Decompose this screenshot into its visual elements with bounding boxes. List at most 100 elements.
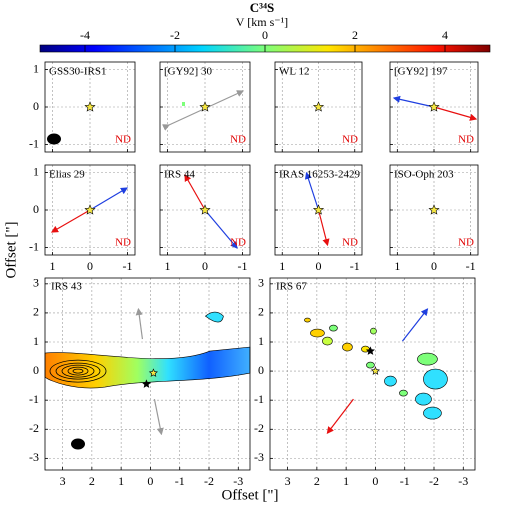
panel-label: IRAS 16253-2429 bbox=[279, 169, 360, 181]
x-tick-label: -1 bbox=[350, 259, 360, 273]
panel-frame bbox=[159, 61, 251, 153]
nd-label: ND bbox=[230, 237, 246, 249]
emission bbox=[310, 328, 325, 338]
emission bbox=[342, 342, 353, 352]
outflow-arrow bbox=[153, 398, 164, 436]
panel-frame bbox=[269, 277, 476, 471]
nd-label: ND bbox=[458, 134, 474, 146]
panel-frame bbox=[274, 164, 363, 256]
panel-label: ISO-Oph 203 bbox=[394, 169, 454, 181]
nd-label: ND bbox=[230, 134, 246, 146]
colorbar-label: V [km s⁻¹] bbox=[236, 15, 288, 29]
x-tick-label: 3 bbox=[60, 474, 66, 488]
y-tick-label: 0 bbox=[33, 99, 39, 113]
x-tick-label: 0 bbox=[202, 259, 208, 273]
star bbox=[141, 379, 151, 388]
y-tick-label: -1 bbox=[29, 392, 39, 406]
star bbox=[370, 366, 380, 375]
star bbox=[428, 204, 440, 215]
star bbox=[199, 204, 211, 215]
star bbox=[148, 368, 158, 377]
x-tick-label: 1 bbox=[118, 474, 124, 488]
x-axis-label: Offset ["] bbox=[221, 487, 278, 503]
panel-frame bbox=[159, 164, 251, 256]
y-tick-label: 0 bbox=[33, 202, 39, 216]
x-tick-label: 1 bbox=[165, 259, 171, 273]
colorbar-tick-label: -4 bbox=[80, 28, 90, 42]
contour bbox=[67, 366, 89, 376]
x-tick-label: 1 bbox=[343, 474, 349, 488]
panel-frame bbox=[389, 61, 479, 153]
emission bbox=[415, 392, 432, 406]
outflow-arrow bbox=[317, 209, 330, 247]
y-tick-label: 1 bbox=[33, 61, 39, 75]
outflow-arrow bbox=[433, 106, 478, 121]
beam bbox=[47, 133, 61, 145]
emission bbox=[44, 346, 251, 389]
beam bbox=[71, 438, 85, 450]
panel-label: IRS 44 bbox=[164, 169, 195, 181]
panel-label: Elias 29 bbox=[49, 169, 85, 181]
y-tick-label: 1 bbox=[33, 164, 39, 178]
panel-frame bbox=[389, 164, 479, 256]
y-tick-label: 0 bbox=[258, 363, 264, 377]
nd-label: ND bbox=[115, 237, 131, 249]
x-tick-label: -1 bbox=[175, 474, 185, 488]
emission bbox=[366, 361, 375, 369]
outflow-arrow bbox=[304, 171, 320, 211]
y-tick-label: 3 bbox=[258, 276, 264, 290]
panel-label: IRS 67 bbox=[276, 281, 307, 293]
colorbar-tick-label: 0 bbox=[262, 28, 268, 42]
nd-label: ND bbox=[342, 134, 358, 146]
emission bbox=[329, 324, 338, 332]
nd-label: ND bbox=[458, 237, 474, 249]
emission bbox=[304, 317, 311, 323]
colorbar-tick-label: -2 bbox=[170, 28, 180, 42]
y-tick-label: -1 bbox=[29, 239, 39, 253]
x-tick-label: 0 bbox=[147, 474, 153, 488]
outflow-arrow bbox=[401, 308, 429, 342]
x-tick-label: -1 bbox=[466, 259, 476, 273]
panel-label: [GY92] 197 bbox=[394, 66, 448, 78]
panel-label: GSS30-IRS1 bbox=[49, 66, 106, 78]
colorbar-tick-label: 2 bbox=[352, 28, 358, 42]
x-tick-label: 0 bbox=[431, 259, 437, 273]
panel-frame bbox=[274, 61, 363, 153]
colorbar-title: C³⁴S bbox=[250, 0, 274, 15]
y-tick-label: -1 bbox=[254, 392, 264, 406]
outflow-arrow bbox=[50, 209, 91, 233]
y-tick-label: 2 bbox=[258, 305, 264, 319]
x-tick-label: -3 bbox=[458, 474, 468, 488]
emission bbox=[423, 406, 442, 420]
emission bbox=[399, 389, 408, 397]
outflow-arrow bbox=[89, 187, 129, 211]
star bbox=[428, 101, 440, 112]
outflow-arrow bbox=[184, 173, 206, 211]
emission bbox=[384, 375, 397, 387]
x-tick-label: -1 bbox=[123, 259, 133, 273]
x-tick-label: 2 bbox=[89, 474, 95, 488]
star bbox=[365, 346, 375, 355]
colorbar-tick-label: 4 bbox=[442, 28, 448, 42]
nd-label: ND bbox=[115, 134, 131, 146]
outflow-arrow bbox=[326, 398, 354, 435]
emission bbox=[417, 352, 438, 366]
panel-label: [GY92] 30 bbox=[164, 66, 212, 78]
y-tick-label: -3 bbox=[29, 450, 39, 464]
x-tick-label: -1 bbox=[238, 259, 248, 273]
star bbox=[84, 101, 96, 112]
emission bbox=[204, 311, 224, 323]
x-tick-label: 1 bbox=[279, 259, 285, 273]
panel-label: IRS 43 bbox=[51, 281, 82, 293]
outflow-arrow bbox=[135, 307, 144, 340]
x-tick-label: -2 bbox=[429, 474, 439, 488]
star bbox=[312, 204, 325, 215]
x-tick-label: 0 bbox=[316, 259, 322, 273]
y-tick-label: 1 bbox=[33, 334, 39, 348]
outflow-arrow bbox=[204, 209, 238, 249]
x-tick-label: 1 bbox=[50, 259, 56, 273]
y-tick-label: 3 bbox=[33, 276, 39, 290]
emission bbox=[370, 327, 377, 335]
contour bbox=[49, 359, 107, 383]
